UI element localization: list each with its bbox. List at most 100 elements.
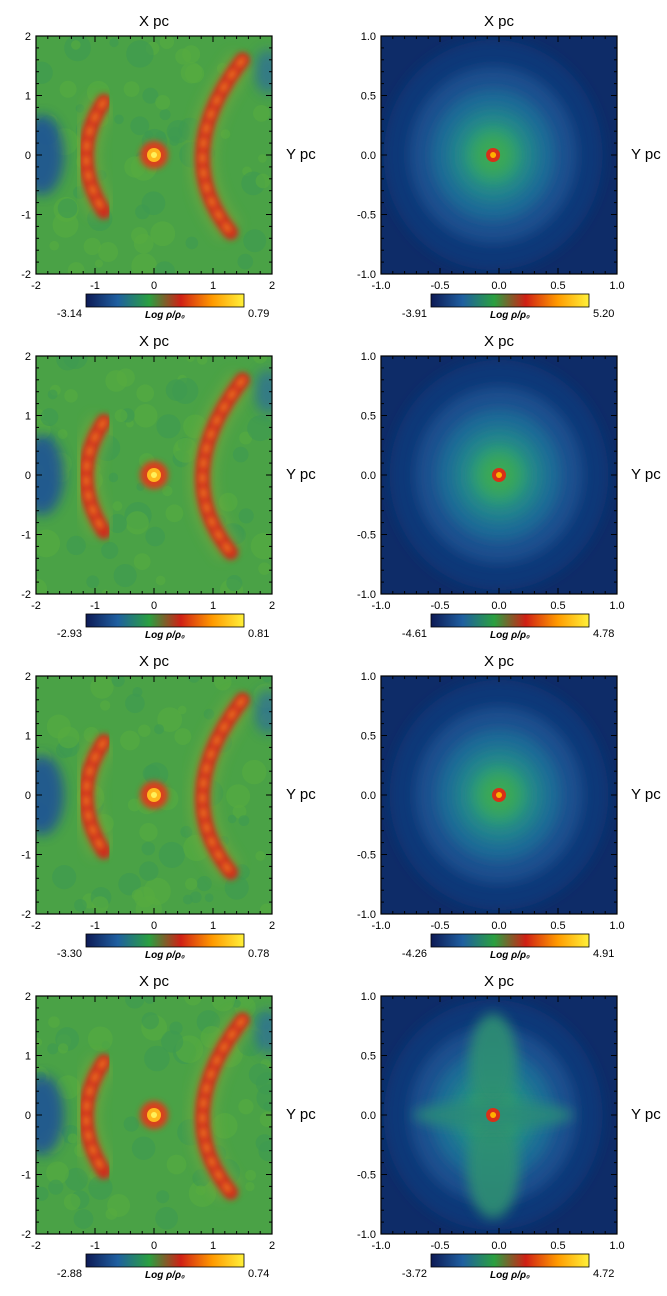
density-map (381, 996, 617, 1234)
x-tick-label: -0.5 (431, 280, 450, 292)
colorbar (430, 1253, 590, 1268)
x-tick-label: -1 (90, 600, 100, 612)
x-tick-label: 0.0 (491, 600, 506, 612)
density-map (36, 36, 272, 274)
plot-title: X pc (139, 333, 170, 350)
x-tick-label: -2 (31, 1240, 41, 1252)
y-tick-label: -2 (21, 269, 31, 281)
y-tick-label: -1 (21, 850, 31, 862)
y-tick-label: -0.5 (357, 210, 376, 222)
density-map (381, 36, 617, 274)
y-axis-label: Y pc (631, 786, 661, 803)
panel-1: -2 2 -1 1 0 0 1 -1 2 -2 X pc Y pc -3.14 0.79 Log ρ/ρ₀ (21, 13, 316, 321)
y-tick-label: -1.0 (357, 1229, 376, 1241)
y-tick-label: 0.5 (361, 411, 376, 423)
plot-title: X pc (484, 13, 515, 30)
y-tick-label: 2 (25, 351, 31, 363)
x-tick-label: -1.0 (372, 600, 391, 612)
x-tick-label: -1.0 (372, 1240, 391, 1252)
y-tick-label: -1.0 (357, 269, 376, 281)
x-tick-label: -0.5 (431, 920, 450, 932)
x-tick-label: 0.5 (550, 1240, 565, 1252)
colorbar (430, 933, 590, 948)
panel-4: -1.0 1.0 -0.5 0.5 0.0 0.0 0.5 -0.5 1.0 -1.0 X pc Y … (357, 333, 661, 641)
y-tick-label: -1 (21, 530, 31, 542)
y-axis-label: Y pc (286, 786, 316, 803)
x-tick-label: 0.0 (491, 1240, 506, 1252)
y-tick-label: 1.0 (361, 671, 376, 683)
y-tick-label: 1 (25, 731, 31, 743)
colorbar-label: Log ρ/ρ₀ (490, 950, 530, 961)
y-tick-label: 0.0 (361, 790, 376, 802)
plot-title: X pc (484, 333, 515, 350)
x-tick-label: -1.0 (372, 920, 391, 932)
y-tick-label: 1 (25, 91, 31, 103)
colorbar-max: 0.74 (248, 1268, 269, 1280)
y-tick-label: 0 (25, 1110, 31, 1122)
x-tick-label: 0.5 (550, 920, 565, 932)
density-map (36, 996, 272, 1234)
y-tick-label: 1 (25, 411, 31, 423)
colorbar (85, 933, 245, 948)
panel-3: -2 2 -1 1 0 0 1 -1 2 -2 X pc Y pc -2.93 0.81 Log ρ/ρ₀ (21, 333, 316, 641)
y-tick-label: 0 (25, 790, 31, 802)
x-tick-label: 1 (210, 920, 216, 932)
colorbar-max: 4.78 (593, 628, 614, 640)
panel-6: -1.0 1.0 -0.5 0.5 0.0 0.0 0.5 -0.5 1.0 -1.0 X pc Y … (357, 653, 661, 961)
colorbar-min: -4.61 (402, 628, 427, 640)
density-map (381, 356, 617, 594)
y-axis-label: Y pc (286, 1106, 316, 1123)
y-tick-label: 0.5 (361, 731, 376, 743)
x-tick-label: -1.0 (372, 280, 391, 292)
colorbar-min: -3.14 (57, 308, 82, 320)
colorbar-max: 4.72 (593, 1268, 614, 1280)
colorbar-label: Log ρ/ρ₀ (145, 630, 185, 641)
plot-title: X pc (139, 653, 170, 670)
y-tick-label: -0.5 (357, 850, 376, 862)
colorbar-max: 0.81 (248, 628, 269, 640)
x-tick-label: -0.5 (431, 600, 450, 612)
x-tick-label: 0 (151, 280, 157, 292)
x-tick-label: 1 (210, 600, 216, 612)
x-tick-label: 1.0 (609, 600, 624, 612)
x-tick-label: -2 (31, 920, 41, 932)
x-tick-label: 2 (269, 920, 275, 932)
y-axis-label: Y pc (631, 146, 661, 163)
y-tick-label: 1.0 (361, 991, 376, 1003)
x-tick-label: -2 (31, 600, 41, 612)
colorbar-min: -4.26 (402, 948, 427, 960)
y-axis-label: Y pc (631, 466, 661, 483)
x-tick-label: 0.0 (491, 280, 506, 292)
x-tick-label: 1 (210, 280, 216, 292)
colorbar-max: 5.20 (593, 308, 614, 320)
colorbar-min: -3.72 (402, 1268, 427, 1280)
density-map (381, 676, 617, 914)
y-tick-label: -1.0 (357, 589, 376, 601)
colorbar (430, 293, 590, 308)
x-tick-label: 1.0 (609, 920, 624, 932)
y-axis-label: Y pc (286, 466, 316, 483)
density-map (36, 676, 272, 914)
colorbar (85, 1253, 245, 1268)
y-tick-label: 2 (25, 31, 31, 43)
y-tick-label: 0.5 (361, 1051, 376, 1063)
colorbar-label: Log ρ/ρ₀ (145, 1270, 185, 1281)
y-tick-label: 2 (25, 671, 31, 683)
x-tick-label: 1 (210, 1240, 216, 1252)
x-tick-label: 0.0 (491, 920, 506, 932)
colorbar-label: Log ρ/ρ₀ (145, 310, 185, 321)
colorbar (85, 293, 245, 308)
x-tick-label: 0.5 (550, 280, 565, 292)
colorbar (430, 613, 590, 628)
y-tick-label: 1.0 (361, 31, 376, 43)
x-tick-label: 2 (269, 280, 275, 292)
y-tick-label: -0.5 (357, 530, 376, 542)
colorbar-max: 0.78 (248, 948, 269, 960)
y-tick-label: -2 (21, 909, 31, 921)
y-tick-label: 1 (25, 1051, 31, 1063)
y-tick-label: 0 (25, 150, 31, 162)
y-tick-label: -1.0 (357, 909, 376, 921)
panel-2: -1.0 1.0 -0.5 0.5 0.0 0.0 0.5 -0.5 1.0 -1.0 X pc Y … (357, 13, 661, 321)
colorbar-max: 4.91 (593, 948, 614, 960)
